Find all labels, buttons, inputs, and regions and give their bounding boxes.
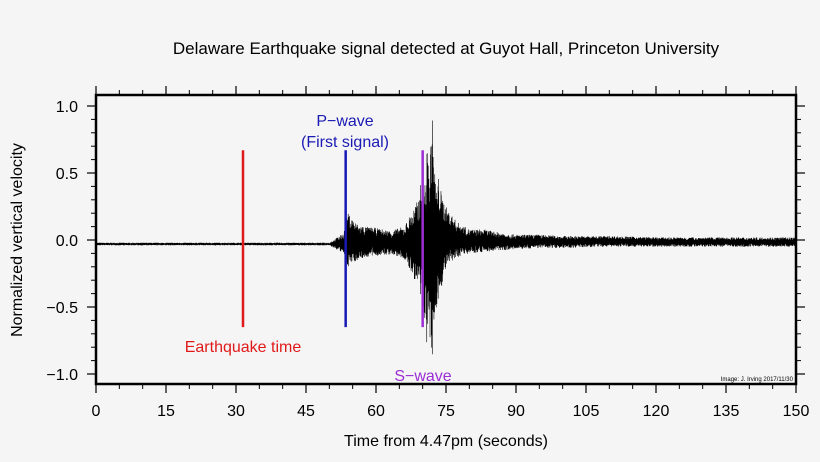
x-tick-label: 60 [367,403,385,420]
credit-text: Image: J. Irving 2017/11/30 [721,377,794,383]
seismic-trace [95,120,797,355]
y-axis-label: Normalized vertical velocity [9,143,26,337]
x-tick-label: 0 [92,403,101,420]
trace-layer [95,120,797,355]
x-axis-label: Time from 4.47pm (seconds) [344,433,548,450]
earthquake-time-label: Earthquake time [185,339,302,356]
y-tick-label: 0.5 [56,166,78,183]
x-tick-label: 90 [507,403,525,420]
y-tick-label: 0.0 [56,233,78,250]
p-wave-sublabel: (First signal) [301,134,389,151]
p-wave-label: P−wave [316,113,373,130]
x-tick-label: 15 [157,403,175,420]
x-tick-label: 30 [227,403,245,420]
y-axis-ticks: 1.0 0.5 0.0 −0.5 −1.0 [46,99,805,384]
y-tick-label: 1.0 [56,99,78,116]
marker-layer: Earthquake time P−wave (First signal) S−wav… [185,113,452,385]
x-tick-label: 135 [713,403,740,420]
chart-title: Delaware Earthquake signal detected at G… [173,39,720,58]
x-axis-ticks: 0 15 30 45 60 75 90 105 120 135 150 [92,86,810,420]
y-tick-label: −0.5 [46,300,78,317]
y-tick-label: −1.0 [46,367,78,384]
s-wave-label: S−wave [394,368,451,385]
x-tick-label: 105 [573,403,600,420]
x-tick-label: 150 [783,403,810,420]
x-tick-label: 120 [643,403,670,420]
x-tick-label: 75 [437,403,455,420]
x-tick-label: 45 [297,403,315,420]
